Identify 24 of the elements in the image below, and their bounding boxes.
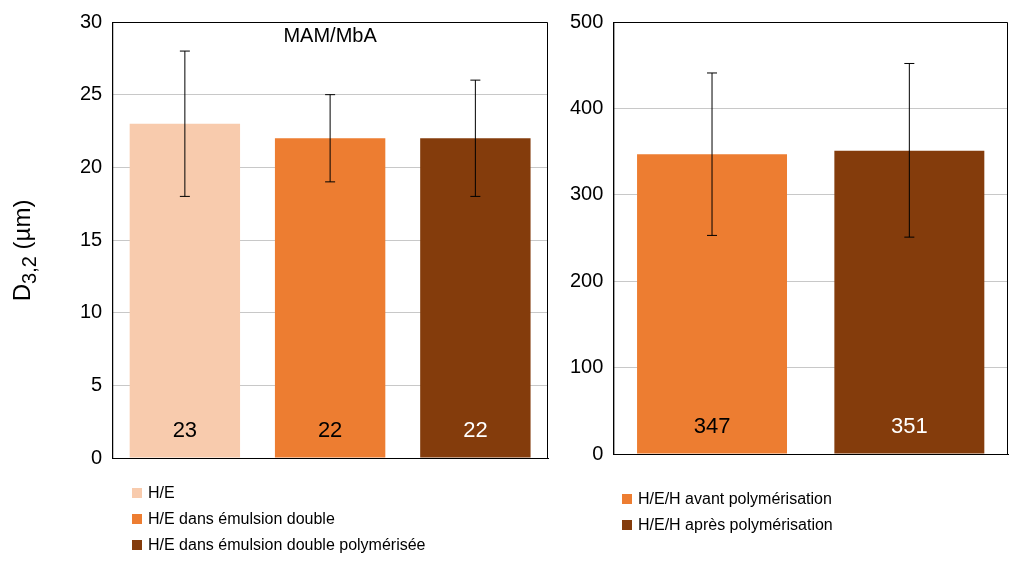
- legend-label: H/E/H après polymérisation: [638, 516, 833, 534]
- y-tick-label: 15: [80, 227, 103, 250]
- y-tick-label: 10: [80, 300, 103, 323]
- data-label: 347: [693, 413, 731, 439]
- y-tick-label: 20: [80, 154, 103, 177]
- y-tick-label: 100: [569, 355, 604, 378]
- y-tick-label: 500: [569, 9, 604, 32]
- data-label: 22: [317, 417, 343, 443]
- y-tick-label: 200: [569, 268, 604, 291]
- chart-title: MAM/MbA: [283, 23, 378, 46]
- data-label: 23: [172, 417, 198, 443]
- y-tick-label: 0: [91, 445, 103, 468]
- data-label: 351: [890, 413, 928, 439]
- y-tick-label: 5: [91, 372, 103, 395]
- y-tick-label: 400: [569, 95, 604, 118]
- y-tick-label: 30: [80, 9, 103, 32]
- y-tick-label: 25: [80, 82, 103, 105]
- legend-label: H/E dans émulsion double: [148, 510, 335, 528]
- legend-label: H/E/H avant polymérisation: [638, 490, 832, 508]
- legend-label: H/E: [148, 484, 175, 502]
- legend-label: H/E dans émulsion double polymérisée: [148, 536, 426, 554]
- y-tick-label: 300: [569, 182, 604, 205]
- y-tick-label: 0: [592, 441, 604, 464]
- data-label: 22: [463, 417, 488, 443]
